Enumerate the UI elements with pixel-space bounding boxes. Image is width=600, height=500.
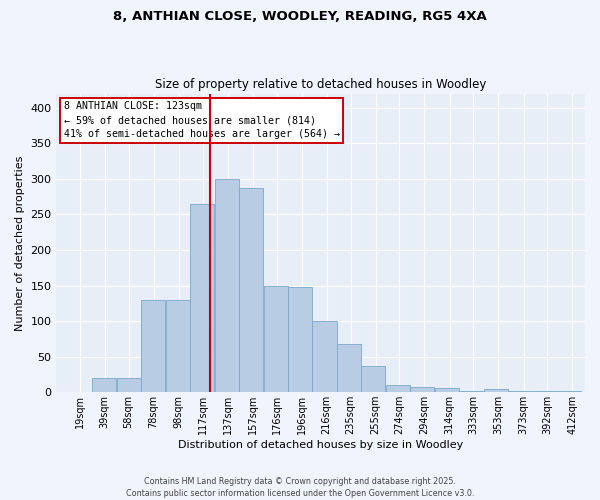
Bar xyxy=(484,388,508,392)
Bar xyxy=(166,300,190,392)
X-axis label: Distribution of detached houses by size in Woodley: Distribution of detached houses by size … xyxy=(178,440,463,450)
Text: 8, ANTHIAN CLOSE, WOODLEY, READING, RG5 4XA: 8, ANTHIAN CLOSE, WOODLEY, READING, RG5 … xyxy=(113,10,487,23)
Title: Size of property relative to detached houses in Woodley: Size of property relative to detached ho… xyxy=(155,78,486,91)
Bar xyxy=(92,378,116,392)
Text: Contains HM Land Registry data © Crown copyright and database right 2025.
Contai: Contains HM Land Registry data © Crown c… xyxy=(126,476,474,498)
Bar xyxy=(215,179,239,392)
Bar xyxy=(508,390,532,392)
Bar xyxy=(239,188,263,392)
Y-axis label: Number of detached properties: Number of detached properties xyxy=(15,155,25,330)
Bar xyxy=(361,366,385,392)
Bar xyxy=(410,387,434,392)
Bar xyxy=(117,378,141,392)
Bar xyxy=(386,385,410,392)
Bar xyxy=(435,388,459,392)
Bar xyxy=(459,390,483,392)
Bar xyxy=(337,344,361,392)
Bar xyxy=(263,286,287,392)
Bar xyxy=(288,287,312,392)
Bar xyxy=(190,204,214,392)
Text: 8 ANTHIAN CLOSE: 123sqm
← 59% of detached houses are smaller (814)
41% of semi-d: 8 ANTHIAN CLOSE: 123sqm ← 59% of detache… xyxy=(64,101,340,139)
Bar xyxy=(142,300,166,392)
Bar xyxy=(313,321,337,392)
